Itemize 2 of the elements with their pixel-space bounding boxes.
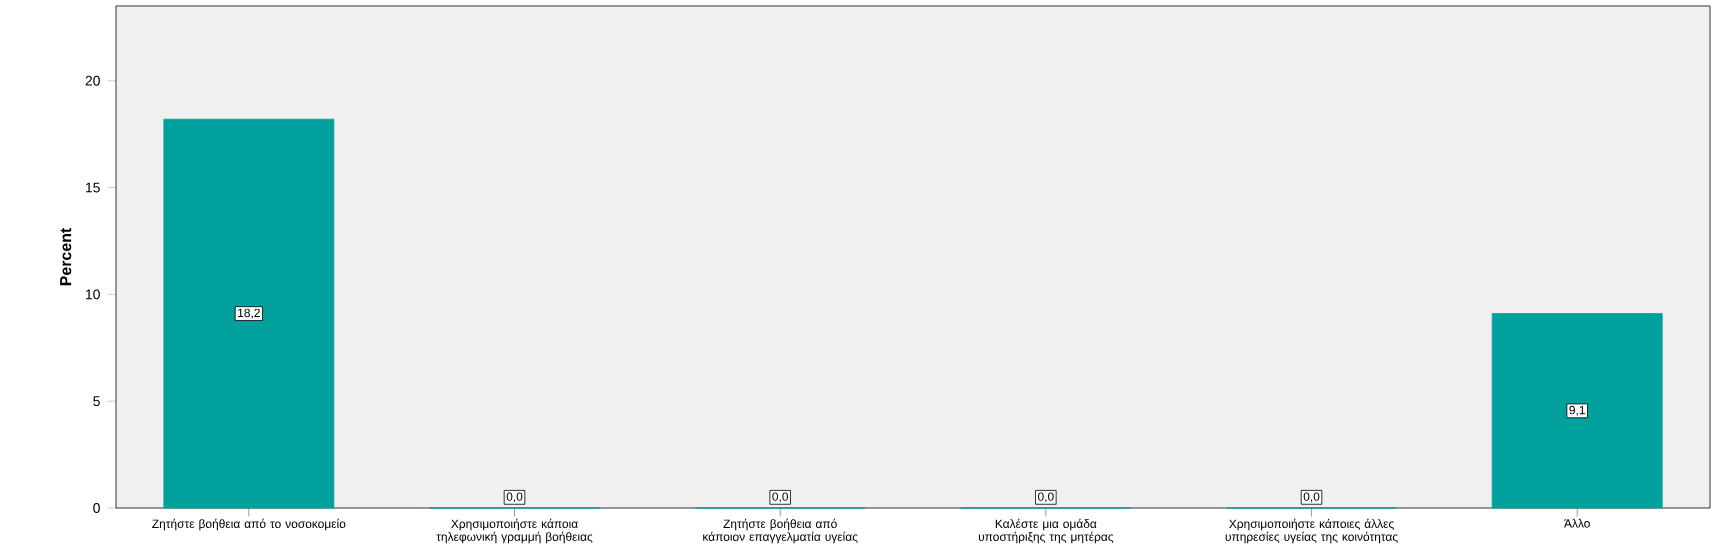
bar: [163, 118, 335, 509]
bar: [1491, 313, 1663, 509]
